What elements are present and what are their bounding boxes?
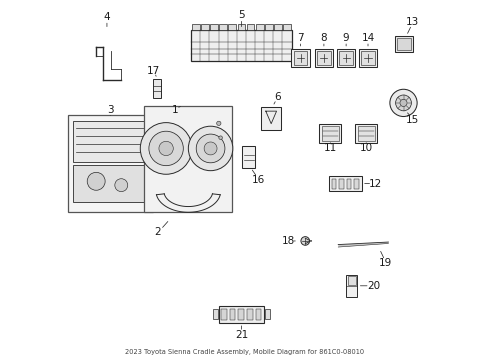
Text: 17: 17 <box>147 66 160 76</box>
Bar <box>315 49 333 67</box>
Text: 12: 12 <box>369 179 383 189</box>
Bar <box>261 107 281 130</box>
Bar <box>145 106 232 212</box>
Circle shape <box>140 123 192 174</box>
Bar <box>228 24 236 30</box>
Circle shape <box>217 121 221 126</box>
Bar <box>346 275 357 297</box>
Circle shape <box>87 172 105 190</box>
Bar <box>265 24 272 30</box>
Text: 20: 20 <box>368 281 381 291</box>
Bar <box>329 176 362 191</box>
Bar <box>69 116 153 212</box>
Bar <box>153 79 161 98</box>
Text: 16: 16 <box>252 175 265 185</box>
Text: 18: 18 <box>281 236 294 246</box>
Bar <box>294 51 307 65</box>
Bar <box>246 24 254 30</box>
Circle shape <box>301 237 310 245</box>
Text: 11: 11 <box>324 143 337 153</box>
Text: 9: 9 <box>343 33 349 43</box>
Circle shape <box>149 131 183 166</box>
Circle shape <box>196 134 225 163</box>
Bar <box>283 24 291 30</box>
Circle shape <box>395 95 412 111</box>
Circle shape <box>390 89 417 117</box>
Circle shape <box>204 142 217 155</box>
Bar <box>201 24 209 30</box>
Text: 1: 1 <box>172 105 178 115</box>
Bar <box>213 310 218 319</box>
Bar <box>191 30 292 61</box>
Circle shape <box>400 99 407 107</box>
Text: 5: 5 <box>238 10 245 20</box>
Bar <box>322 126 339 140</box>
Text: 21: 21 <box>235 330 248 340</box>
Bar <box>73 121 148 162</box>
Bar <box>220 24 227 30</box>
Bar <box>395 36 413 52</box>
Circle shape <box>159 141 173 156</box>
Bar <box>337 49 355 67</box>
Bar <box>256 24 264 30</box>
Bar <box>358 126 375 140</box>
Bar <box>265 310 270 319</box>
Text: 10: 10 <box>360 143 373 153</box>
Bar <box>354 179 359 189</box>
Bar <box>274 24 282 30</box>
Polygon shape <box>338 242 389 247</box>
Bar <box>192 24 199 30</box>
Bar <box>346 179 351 189</box>
Bar <box>339 179 344 189</box>
Bar <box>210 24 218 30</box>
Bar <box>219 306 264 323</box>
Text: 4: 4 <box>103 12 110 22</box>
Bar <box>359 49 377 67</box>
Text: 19: 19 <box>379 258 392 268</box>
Bar <box>332 179 336 189</box>
Bar <box>247 309 253 320</box>
Circle shape <box>115 179 128 192</box>
Circle shape <box>219 136 222 139</box>
Bar <box>242 145 255 168</box>
Text: 14: 14 <box>362 33 375 43</box>
Bar <box>361 51 375 65</box>
Text: 2023 Toyota Sienna Cradle Assembly, Mobile Diagram for 861C0-08010: 2023 Toyota Sienna Cradle Assembly, Mobi… <box>125 349 365 355</box>
Bar <box>339 51 353 65</box>
Text: 13: 13 <box>406 17 419 27</box>
Bar <box>355 124 377 143</box>
Bar <box>256 309 261 320</box>
Bar <box>291 49 310 67</box>
Bar <box>221 309 227 320</box>
Bar <box>238 24 245 30</box>
Bar <box>73 165 148 202</box>
Bar <box>238 309 244 320</box>
Bar <box>317 51 331 65</box>
Text: 2: 2 <box>154 227 160 237</box>
Text: 3: 3 <box>107 105 114 115</box>
Bar <box>230 309 236 320</box>
Text: 6: 6 <box>274 92 281 102</box>
Text: 8: 8 <box>320 33 327 43</box>
Text: 7: 7 <box>297 33 304 43</box>
Text: 15: 15 <box>406 115 419 125</box>
Bar <box>348 276 356 285</box>
Circle shape <box>188 126 233 171</box>
Bar <box>319 124 342 143</box>
Bar <box>397 38 411 50</box>
